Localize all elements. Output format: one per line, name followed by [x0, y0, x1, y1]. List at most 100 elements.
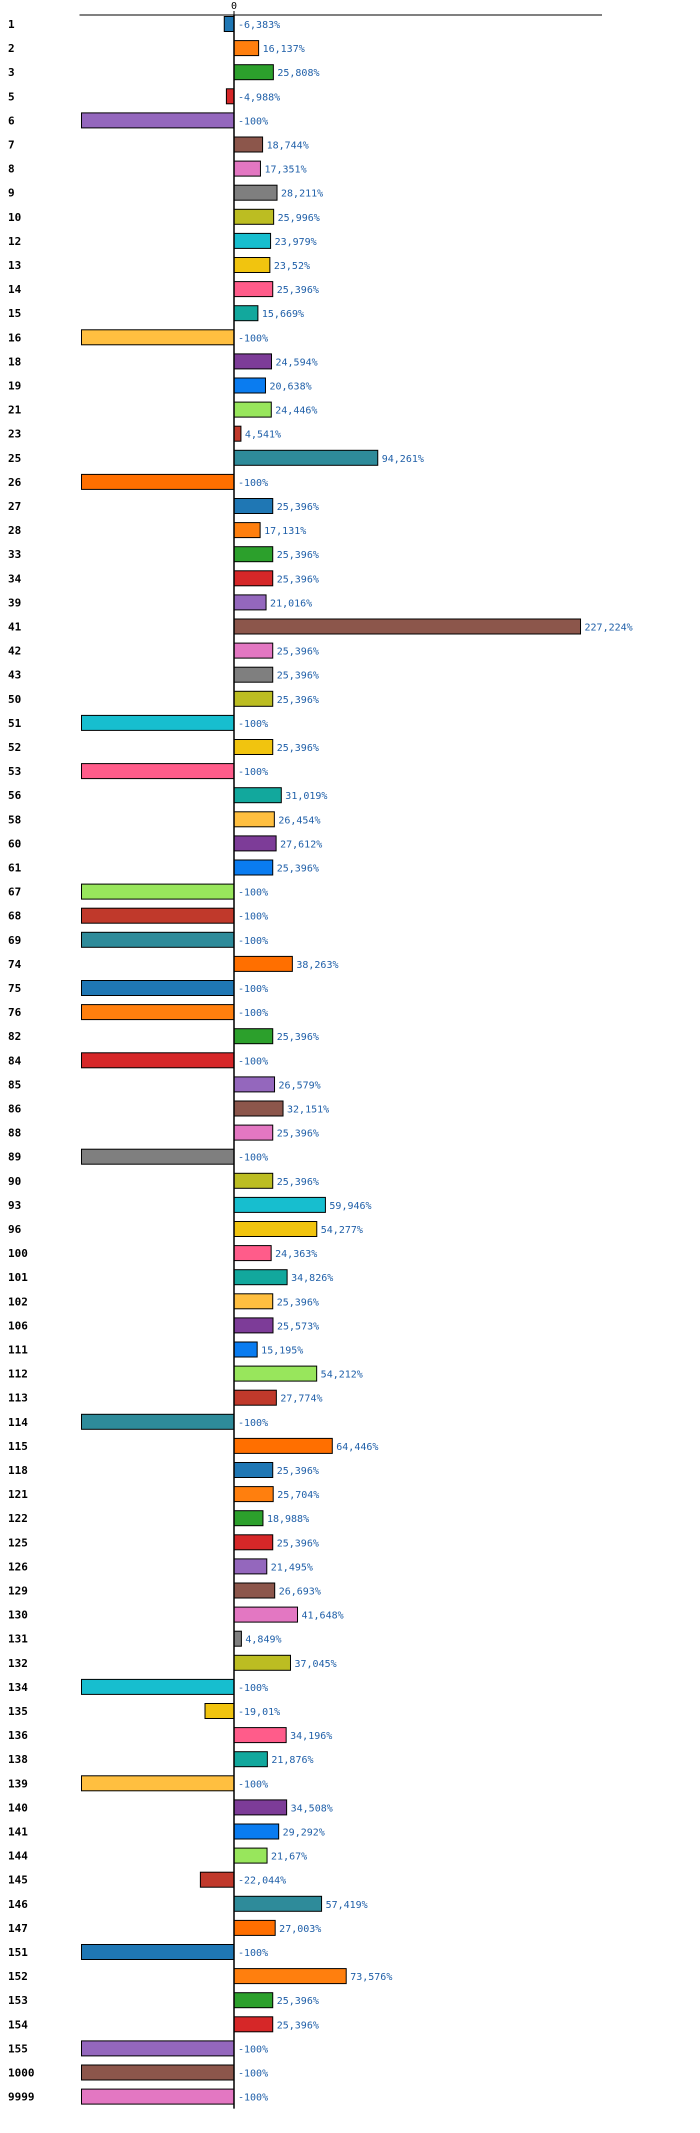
category-label: 89	[8, 1151, 21, 1164]
value-label: 34,826%	[291, 1273, 333, 1284]
value-label: 26,693%	[279, 1587, 321, 1598]
bar	[233, 64, 274, 81]
category-label: 113	[8, 1392, 28, 1405]
value-label: 16,137%	[263, 44, 305, 55]
bar	[233, 666, 274, 683]
value-label: 25,396%	[277, 502, 319, 513]
category-label: 93	[8, 1199, 21, 1212]
value-label: 23,979%	[275, 237, 317, 248]
category-label: 96	[8, 1223, 22, 1236]
value-label: 21,016%	[270, 598, 312, 609]
category-label: 58	[8, 813, 21, 826]
category-label: 144	[8, 1850, 28, 1863]
category-label: 114	[8, 1416, 28, 1429]
bar	[204, 1703, 235, 1719]
value-label: 20,638%	[269, 382, 311, 393]
bar	[81, 931, 235, 948]
bar	[233, 570, 274, 587]
category-label: 43	[8, 669, 21, 682]
category-label: 146	[8, 1898, 28, 1911]
category-label: 131	[8, 1633, 28, 1646]
bar	[233, 1582, 276, 1599]
category-label: 145	[8, 1874, 28, 1887]
category-label: 68	[8, 910, 21, 923]
category-label: 1	[8, 18, 15, 31]
bar	[233, 1293, 274, 1310]
category-label: 3	[8, 66, 15, 79]
category-label: 115	[8, 1440, 28, 1453]
bar	[233, 232, 272, 249]
category-label: 34	[8, 572, 22, 585]
value-label: 64,446%	[336, 1442, 378, 1453]
bar	[233, 642, 274, 659]
category-label: 147	[8, 1922, 28, 1935]
value-label: 25,396%	[277, 285, 319, 296]
value-label: -100%	[238, 888, 268, 899]
category-label: 84	[8, 1054, 22, 1067]
category-label: 60	[8, 837, 21, 850]
value-label: 18,988%	[267, 1514, 309, 1525]
value-label: -100%	[238, 1779, 268, 1790]
bar	[233, 1992, 274, 2009]
category-label: 76	[8, 1006, 22, 1019]
value-label: 25,808%	[277, 68, 319, 79]
bar	[233, 1365, 318, 1382]
bar	[233, 1799, 288, 1816]
bar	[81, 1052, 235, 1069]
value-label: 18,744%	[267, 141, 309, 152]
value-label: 4,541%	[245, 430, 281, 441]
category-label: 9	[8, 187, 15, 200]
category-label: 28	[8, 524, 21, 537]
bar	[233, 160, 261, 177]
bar	[233, 1245, 272, 1262]
bar	[233, 787, 282, 804]
category-label: 41	[8, 621, 22, 634]
value-label: 54,277%	[321, 1225, 363, 1236]
value-label: 32,151%	[287, 1105, 329, 1116]
category-label: 69	[8, 934, 21, 947]
category-label: 23	[8, 428, 21, 441]
bar	[233, 1751, 268, 1768]
value-label: 21,495%	[271, 1562, 313, 1573]
category-label: 26	[8, 476, 22, 489]
category-label: 85	[8, 1078, 21, 1091]
bar	[233, 1486, 274, 1503]
value-label: 25,396%	[277, 671, 319, 682]
bar	[233, 1028, 274, 1045]
value-label: 34,508%	[291, 1803, 333, 1814]
value-label: -100%	[238, 478, 268, 489]
value-label: -100%	[238, 1948, 268, 1959]
bar	[233, 1534, 274, 1551]
category-label: 12	[8, 235, 21, 248]
category-label: 151	[8, 1946, 28, 1959]
category-label: 1000	[8, 2067, 35, 2080]
value-label: 25,396%	[277, 1297, 319, 1308]
bar	[233, 690, 274, 707]
value-label: -100%	[238, 2093, 268, 2104]
category-label: 82	[8, 1030, 21, 1043]
value-label: 25,396%	[277, 743, 319, 754]
category-label: 139	[8, 1777, 28, 1790]
value-label: 25,396%	[277, 1129, 319, 1140]
category-label: 50	[8, 693, 21, 706]
category-label: 126	[8, 1560, 28, 1573]
bar	[81, 2040, 235, 2057]
category-label: 61	[8, 862, 22, 875]
bar	[81, 2064, 235, 2081]
category-label: 15	[8, 307, 21, 320]
bar	[233, 1317, 274, 1334]
bar	[199, 1871, 235, 1888]
value-label: 54,212%	[321, 1370, 363, 1381]
bar	[233, 40, 260, 57]
category-label: 125	[8, 1536, 28, 1549]
bar	[233, 257, 271, 273]
bar	[233, 1221, 318, 1237]
category-label: 14	[8, 283, 22, 296]
bar	[81, 763, 235, 780]
value-label: 24,363%	[275, 1249, 317, 1260]
bar	[233, 811, 275, 828]
category-label: 136	[8, 1729, 28, 1742]
category-label: 132	[8, 1657, 28, 1670]
